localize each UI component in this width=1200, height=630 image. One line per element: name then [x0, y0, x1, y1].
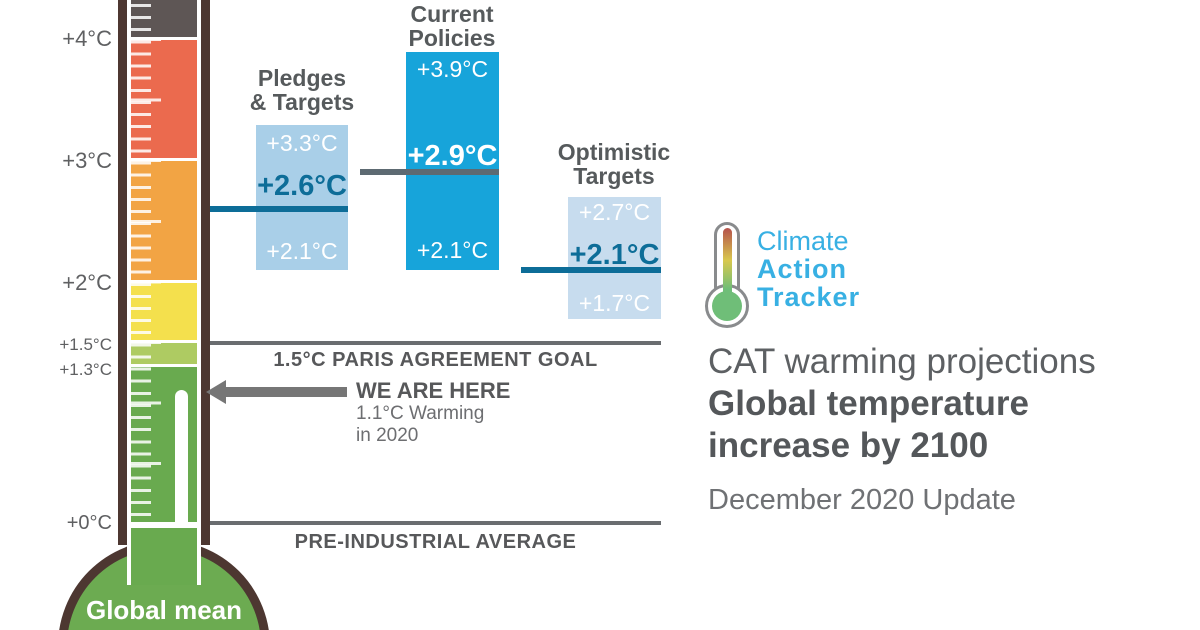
paris-goal-line	[210, 341, 661, 345]
we-are-here-arrow-icon	[206, 380, 226, 404]
bar-pledges-targets: +3.3°C +2.6°C +2.1°C	[256, 125, 348, 270]
bar-header-optimistic-targets: Optimistic Targets	[557, 139, 671, 189]
bar-low-value: +1.7°C	[578, 290, 651, 316]
warming-2020-line1: 1.1°C Warming	[356, 403, 485, 424]
page-subtitle-line2: increase by 2100	[708, 426, 989, 465]
central-estimate-line-current	[360, 169, 499, 175]
logo-word-tracker: Tracker	[757, 282, 861, 312]
central-estimate-line-pledges	[210, 206, 348, 212]
bar-low-value: +2.1°C	[416, 237, 489, 263]
scale-label-2c: +2°C	[62, 270, 112, 295]
scale-label-0c: +0°C	[66, 512, 112, 534]
scale-label-1-3c: +1.3°C	[59, 360, 112, 379]
bar-header-pledges-targets: Pledges & Targets	[249, 65, 355, 115]
page-subtitle-line1: Global temperature	[708, 384, 1029, 423]
bar-header-current-policies: Current Policies	[408, 1, 496, 51]
we-are-here-arrow-shaft	[224, 387, 347, 397]
paris-goal-label: 1.5°C PARIS AGREEMENT GOAL	[273, 349, 598, 371]
bar-high-value: +2.7°C	[578, 199, 651, 225]
bar-central-value: +2.6°C	[257, 170, 347, 202]
scale-label-3c: +3°C	[62, 148, 112, 173]
we-are-here-label: WE ARE HERE	[356, 378, 511, 403]
logo-thermometer-gradient-rod	[723, 228, 732, 300]
central-estimate-line-optimistic	[521, 267, 661, 273]
bar-high-value: +3.9°C	[416, 56, 489, 82]
warming-2020-line2: in 2020	[356, 425, 419, 446]
page-title: CAT warming projections	[708, 342, 1096, 381]
band-neck-green	[131, 528, 197, 585]
bar-central-value: +2.9°C	[407, 140, 498, 172]
thermometer-capillary	[175, 390, 188, 523]
bar-central-value: +2.1°C	[569, 239, 660, 271]
bar-optimistic-targets: +2.7°C +2.1°C +1.7°C	[568, 197, 661, 319]
update-date: December 2020 Update	[708, 484, 1016, 516]
logo-word-climate: Climate	[757, 226, 849, 256]
pre-industrial-label: PRE-INDUSTRIAL AVERAGE	[294, 531, 577, 553]
scale-label-1-5c: +1.5°C	[59, 335, 112, 354]
tube-border-left	[118, 0, 127, 545]
scale-label-4c: +4°C	[62, 26, 112, 51]
tube-border-right	[201, 0, 210, 545]
logo-word-action: Action	[757, 254, 847, 284]
global-mean-label: Global mean	[85, 595, 243, 625]
major-tick-marks	[131, 38, 161, 526]
bar-high-value: +3.3°C	[266, 130, 338, 156]
bar-current-policies: +3.9°C +2.9°C +2.1°C	[406, 52, 499, 270]
bar-low-value: +2.1°C	[266, 238, 338, 264]
pre-industrial-line	[210, 521, 661, 525]
